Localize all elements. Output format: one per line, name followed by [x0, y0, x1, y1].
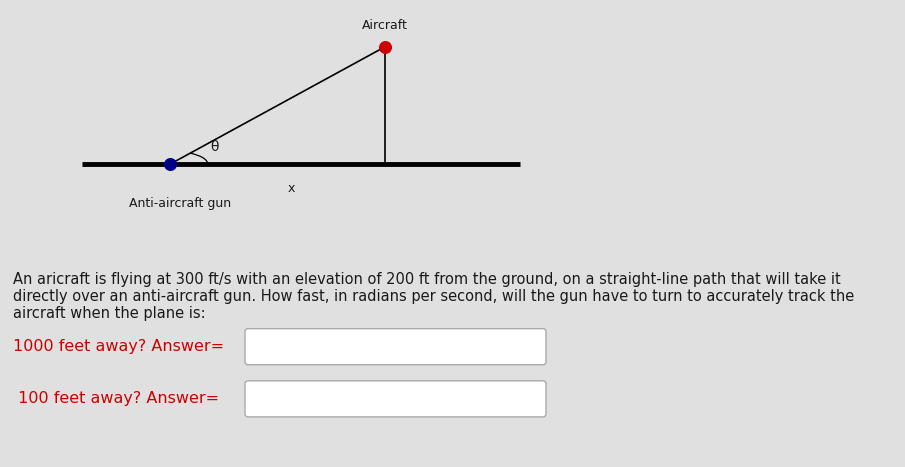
Point	[377, 43, 392, 50]
FancyBboxPatch shape	[245, 329, 546, 365]
Text: Anti-aircraft gun: Anti-aircraft gun	[129, 197, 231, 210]
FancyBboxPatch shape	[245, 381, 546, 417]
Text: aircraft when the plane is:: aircraft when the plane is:	[13, 305, 205, 321]
Text: 1000 feet away? Answer=: 1000 feet away? Answer=	[13, 339, 224, 354]
Text: 100 feet away? Answer=: 100 feet away? Answer=	[13, 391, 219, 406]
Point	[163, 160, 177, 168]
Text: directly over an anti-aircraft gun. How fast, in radians per second, will the gu: directly over an anti-aircraft gun. How …	[13, 289, 854, 304]
Text: x: x	[288, 182, 295, 195]
Text: θ: θ	[210, 140, 218, 154]
Text: An aricraft is flying at 300 ft/s with an elevation of 200 ft from the ground, o: An aricraft is flying at 300 ft/s with a…	[13, 271, 841, 287]
Text: Aircraft: Aircraft	[362, 19, 408, 32]
